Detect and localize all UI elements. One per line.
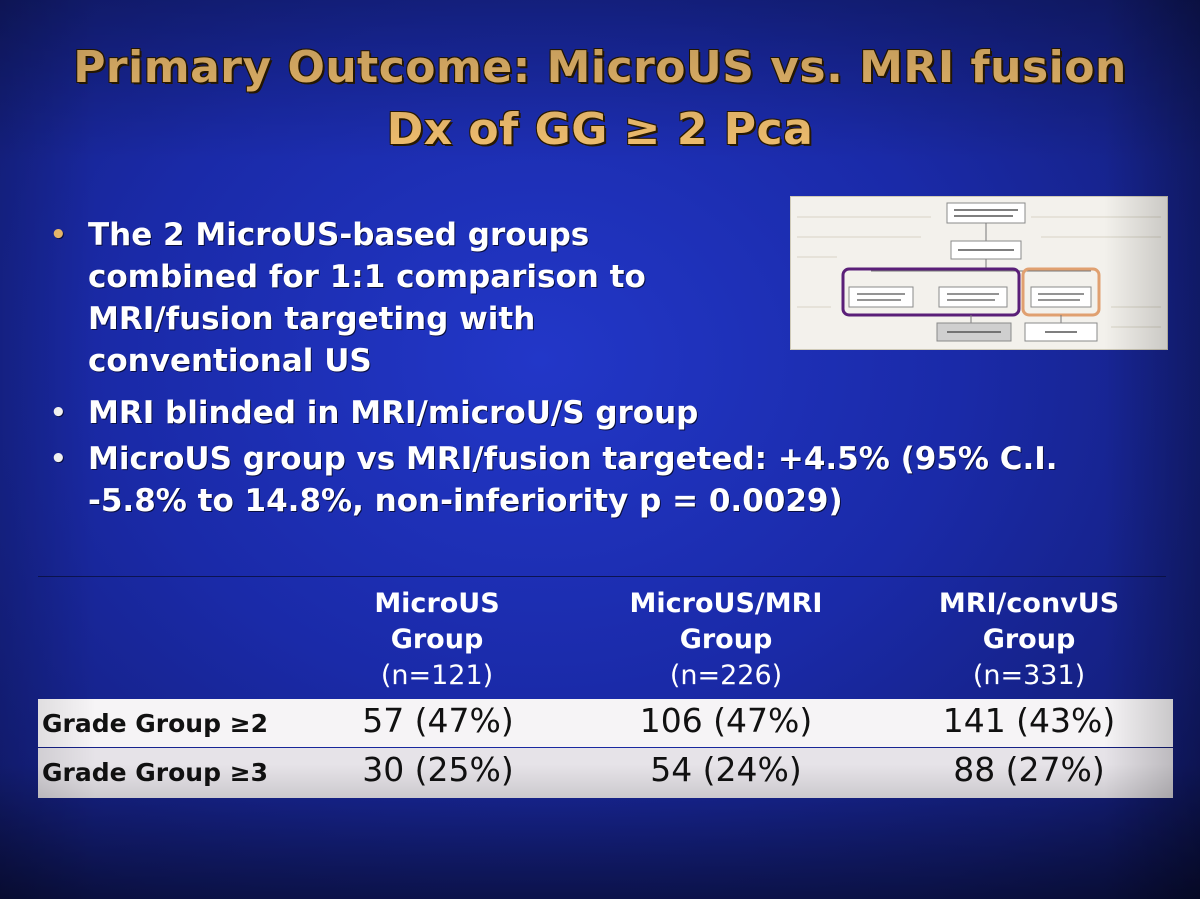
bullet-text: MRI blinded in MRI/microU/S group bbox=[88, 395, 699, 431]
table-cell: 30 (25%) bbox=[362, 750, 514, 789]
bullet-marker: • bbox=[50, 220, 67, 250]
table-row: Grade Group ≥3 30 (25%) 54 (24%) 88 (27%… bbox=[38, 748, 1173, 798]
bullet-text: MicroUS group vs MRI/fusion targeted: +4… bbox=[88, 441, 1058, 519]
column-header-line1: MRI/convUS bbox=[938, 588, 1120, 619]
table-cell: 141 (43%) bbox=[942, 701, 1116, 740]
table-top-rule bbox=[38, 576, 1166, 577]
table-row: Grade Group ≥2 57 (47%) 106 (47%) 141 (4… bbox=[38, 699, 1173, 747]
column-header-n: (n=226) bbox=[669, 660, 783, 691]
study-flowchart-image bbox=[790, 196, 1168, 350]
flowchart-drawing bbox=[791, 197, 1167, 349]
slide-title-line1: Primary Outcome: MicroUS vs. MRI fusion bbox=[73, 42, 1127, 93]
column-header-line1: MicroUS bbox=[374, 588, 500, 619]
column-header-line2: Group bbox=[982, 624, 1076, 655]
column-header-n: (n=331) bbox=[972, 660, 1086, 691]
column-header-line1: MicroUS/MRI bbox=[629, 588, 823, 619]
column-header-line2: Group bbox=[679, 624, 773, 655]
column-header-mri-convus: MRI/convUS Group (n=331) bbox=[889, 586, 1169, 694]
bullet-item: • MicroUS group vs MRI/fusion targeted: … bbox=[38, 438, 1098, 522]
bullet-item: • The 2 MicroUS-based groups combined fo… bbox=[38, 214, 768, 382]
bullet-list: • The 2 MicroUS-based groups combined fo… bbox=[38, 214, 1098, 522]
row-label: Grade Group ≥3 bbox=[42, 758, 269, 787]
table-cell: 106 (47%) bbox=[639, 701, 813, 740]
bullet-marker: • bbox=[50, 444, 67, 474]
bullet-marker: • bbox=[50, 398, 67, 428]
column-header-n: (n=121) bbox=[380, 660, 494, 691]
column-header-microus: MicroUS Group (n=121) bbox=[297, 586, 577, 694]
slide-title-line2: Dx of GG ≥ 2 Pca bbox=[386, 104, 814, 155]
table-cell: 88 (27%) bbox=[953, 750, 1105, 789]
table-cell: 57 (47%) bbox=[362, 701, 514, 740]
table-cell: 54 (24%) bbox=[650, 750, 802, 789]
bullet-item: • MRI blinded in MRI/microU/S group bbox=[38, 392, 1098, 434]
column-header-line2: Group bbox=[390, 624, 484, 655]
bullet-text: The 2 MicroUS-based groups combined for … bbox=[88, 217, 646, 379]
column-header-microus-mri: MicroUS/MRI Group (n=226) bbox=[586, 586, 866, 694]
row-label: Grade Group ≥2 bbox=[42, 709, 269, 738]
